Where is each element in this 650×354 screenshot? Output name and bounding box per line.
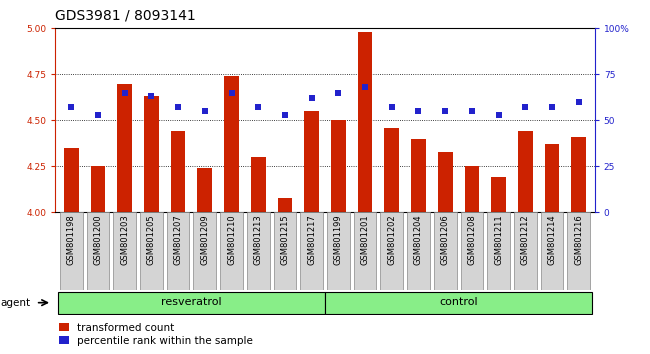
Bar	[465, 166, 479, 212]
Point	[120, 90, 130, 96]
Bar	[90, 166, 105, 212]
Bar	[194, 212, 216, 290]
Bar	[358, 32, 372, 212]
Point	[520, 105, 530, 110]
Bar	[407, 212, 430, 290]
Bar	[220, 212, 243, 290]
Bar	[60, 212, 83, 290]
Point	[280, 112, 290, 118]
Text: GDS3981 / 8093141: GDS3981 / 8093141	[55, 9, 196, 23]
Bar	[567, 212, 590, 290]
Bar	[118, 84, 132, 212]
Bar	[300, 212, 323, 290]
Point	[173, 105, 183, 110]
Bar	[411, 139, 426, 212]
Bar	[140, 212, 162, 290]
Bar	[380, 212, 403, 290]
Bar	[113, 212, 136, 290]
Bar	[171, 131, 185, 212]
Bar	[167, 212, 189, 290]
Bar	[198, 168, 212, 212]
Bar	[461, 212, 483, 290]
Text: GSM801211: GSM801211	[494, 215, 503, 266]
Point	[413, 108, 424, 114]
Bar	[144, 96, 159, 212]
Point	[306, 96, 317, 101]
Point	[253, 105, 263, 110]
Text: control: control	[439, 297, 478, 307]
Point	[467, 108, 477, 114]
Bar	[434, 212, 456, 290]
Point	[360, 84, 370, 90]
Text: GSM801217: GSM801217	[307, 215, 316, 266]
Text: GSM801206: GSM801206	[441, 215, 450, 266]
Text: resveratrol: resveratrol	[161, 297, 222, 307]
Point	[493, 112, 504, 118]
Point	[146, 93, 157, 99]
Point	[440, 108, 450, 114]
Text: GSM801210: GSM801210	[227, 215, 236, 266]
Text: GSM801215: GSM801215	[280, 215, 289, 266]
Bar	[327, 212, 350, 290]
Bar	[58, 292, 325, 314]
Point	[333, 90, 344, 96]
Bar	[304, 111, 319, 212]
Text: GSM801208: GSM801208	[467, 215, 476, 266]
Point	[93, 112, 103, 118]
Bar	[251, 157, 266, 212]
Bar	[545, 144, 560, 212]
Text: GSM801213: GSM801213	[254, 215, 263, 266]
Point	[387, 105, 397, 110]
Bar	[86, 212, 109, 290]
Text: GSM801198: GSM801198	[67, 215, 76, 266]
Bar	[384, 128, 399, 212]
Text: GSM801214: GSM801214	[547, 215, 556, 266]
Text: GSM801201: GSM801201	[361, 215, 370, 266]
Bar	[491, 177, 506, 212]
Text: GSM801203: GSM801203	[120, 215, 129, 266]
Bar	[325, 292, 592, 314]
Text: GSM801205: GSM801205	[147, 215, 156, 266]
Bar	[274, 212, 296, 290]
Bar	[224, 76, 239, 212]
Legend: transformed count, percentile rank within the sample: transformed count, percentile rank withi…	[55, 319, 257, 350]
Bar	[518, 131, 532, 212]
Text: GSM801212: GSM801212	[521, 215, 530, 266]
Point	[66, 105, 77, 110]
Bar	[278, 198, 292, 212]
Bar	[488, 212, 510, 290]
Bar	[571, 137, 586, 212]
Text: GSM801216: GSM801216	[574, 215, 583, 266]
Text: GSM801202: GSM801202	[387, 215, 396, 266]
Bar	[247, 212, 270, 290]
Text: GSM801200: GSM801200	[94, 215, 103, 266]
Point	[200, 108, 210, 114]
Bar	[438, 152, 452, 212]
Text: GSM801199: GSM801199	[334, 215, 343, 266]
Bar	[354, 212, 376, 290]
Text: agent: agent	[1, 298, 31, 308]
Bar	[514, 212, 537, 290]
Bar	[331, 120, 346, 212]
Point	[226, 90, 237, 96]
Point	[547, 105, 557, 110]
Bar	[541, 212, 564, 290]
Text: GSM801209: GSM801209	[200, 215, 209, 266]
Bar	[64, 148, 79, 212]
Point	[573, 99, 584, 105]
Text: GSM801204: GSM801204	[414, 215, 423, 266]
Text: GSM801207: GSM801207	[174, 215, 183, 266]
